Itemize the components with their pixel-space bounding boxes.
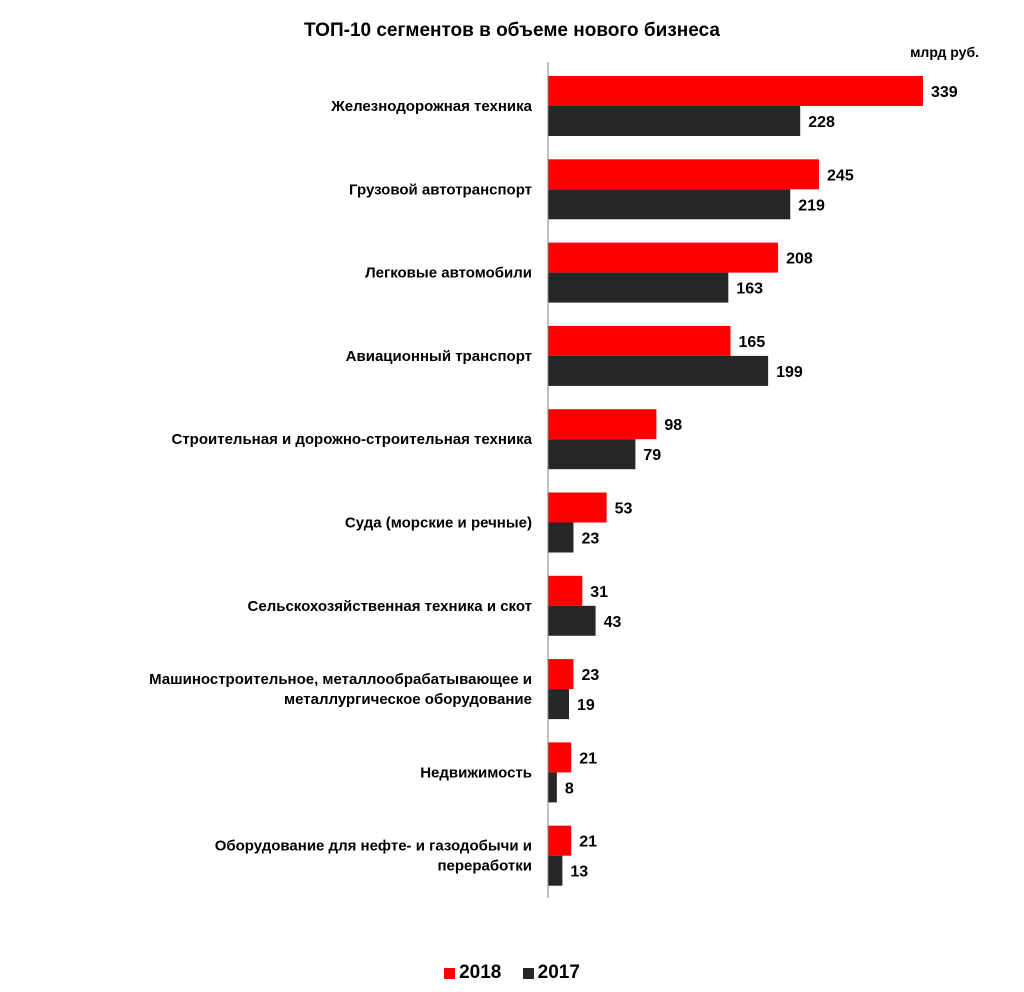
legend-label-2017: 2017 [537,962,580,983]
value-label-2017-5: 79 [643,447,661,464]
legend-swatch-2017 [522,967,534,979]
value-label-2018-3: 208 [786,251,813,268]
category-label-2: Грузовой автотранспорт [349,181,532,198]
legend-swatch-2018 [444,967,456,979]
bar-2018-7 [548,575,583,606]
value-label-2017-2: 219 [798,197,825,214]
bar-2017-8 [548,689,570,720]
category-label-5: Строительная и дорожно-строительная техн… [172,431,533,448]
value-label-2017-10: 13 [570,864,588,881]
category-label-4: Авиационный транспорт [346,348,532,365]
bar-2017-10 [548,855,563,886]
bar-2018-9 [548,742,572,773]
bar-2018-10 [548,825,572,856]
bars-layer [548,76,923,886]
value-label-2017-1: 228 [808,114,835,131]
bar-2018-4 [548,325,731,356]
bar-2017-4 [548,355,769,386]
value-label-2018-2: 245 [827,167,854,184]
value-label-2018-6: 53 [615,501,633,518]
bar-2017-9 [548,772,557,803]
value-label-2017-9: 8 [565,780,574,797]
value-label-2018-10: 21 [579,834,597,851]
bar-2017-5 [548,439,636,470]
legend-label-2018: 2018 [459,962,502,983]
legend: 2018 2017 [0,962,1024,985]
bar-2018-1 [548,76,923,106]
value-label-2018-7: 31 [590,584,608,601]
value-label-2017-3: 163 [736,281,763,298]
bar-2017-7 [548,605,596,636]
category-label-6: Суда (морские и речные) [345,515,532,532]
bar-2018-8 [548,659,574,690]
value-label-2017-4: 199 [776,364,803,381]
value-label-2018-4: 165 [739,334,766,351]
bar-2018-3 [548,242,779,273]
bar-2017-6 [548,522,574,553]
value-label-2018-8: 23 [581,667,599,684]
bar-2018-2 [548,159,820,190]
category-label-10-line-2: переработки [437,858,532,875]
bar-2017-2 [548,189,791,220]
bar-2018-5 [548,409,657,440]
category-label-7: Сельскохозяйственная техника и скот [248,598,532,615]
value-label-2017-7: 43 [604,614,622,631]
value-label-2018-5: 98 [664,417,682,434]
category-label-3: Легковые автомобили [365,265,532,282]
bar-2018-6 [548,492,607,523]
category-label-8-line-2: металлургическое оборудование [284,691,532,708]
bar-2017-1 [548,106,801,136]
value-label-2018-9: 21 [579,750,597,767]
category-label-1: Железнодорожная техника [330,98,532,115]
chart-title: ТОП-10 сегментов в объеме нового бизнеса [304,20,720,41]
value-label-2017-6: 23 [581,531,599,548]
category-label-10-line-1: Оборудование для нефте- и газодобычи и [215,838,532,855]
category-label-9: Недвижимость [420,764,532,781]
category-label-8-line-1: Машиностроительное, металлообрабатывающе… [149,671,532,688]
unit-label: млрд руб. [910,44,979,60]
legend-item-2017: 2017 [522,962,580,984]
value-label-2017-8: 19 [577,697,595,714]
bar-2017-3 [548,272,729,303]
legend-item-2018: 2018 [444,962,501,984]
value-label-2018-1: 339 [931,84,958,101]
